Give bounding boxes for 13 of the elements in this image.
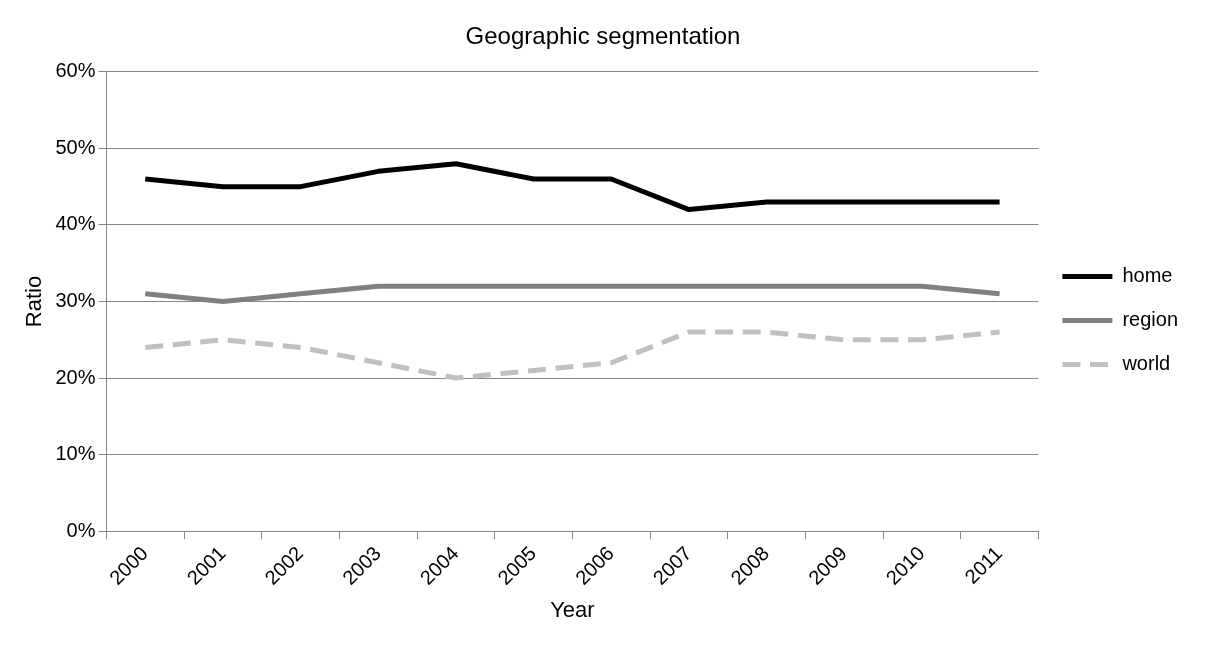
- y-tick-label: 30%: [55, 289, 96, 311]
- chart-title: Geographic segmentation: [465, 22, 741, 50]
- y-tick-label: 20%: [55, 365, 96, 388]
- y-tick-label: 40%: [55, 212, 96, 235]
- y-tick-label: 50%: [55, 135, 96, 158]
- x-axis-title: Year: [550, 596, 595, 622]
- legend-label: world: [1121, 352, 1171, 375]
- y-tick-label: 10%: [55, 442, 96, 465]
- legend-label: home: [1122, 264, 1173, 287]
- y-tick-label: 0%: [66, 518, 96, 541]
- legend-label: region: [1122, 308, 1179, 331]
- y-axis-title: Ratio: [21, 275, 47, 328]
- y-tick-label: 60%: [55, 59, 96, 82]
